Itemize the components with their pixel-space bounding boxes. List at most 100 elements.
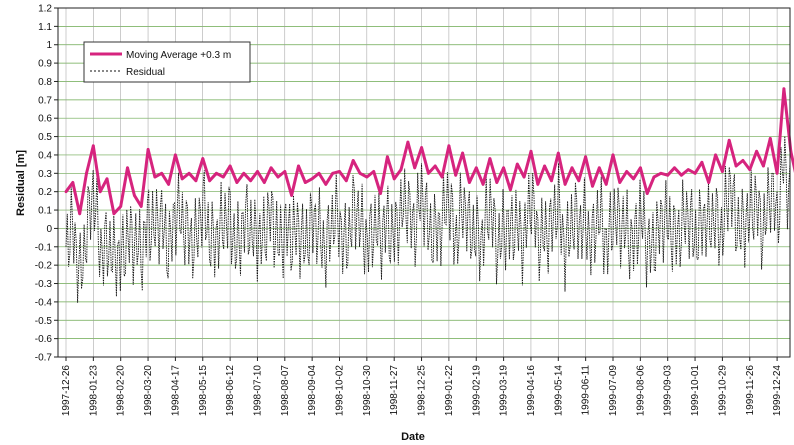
x-tick-label: 1999-09-03 xyxy=(663,365,674,417)
moving-average-point xyxy=(221,175,225,179)
moving-average-point xyxy=(570,166,574,170)
x-tick-label: 1999-04-16 xyxy=(526,365,537,417)
moving-average-point xyxy=(98,190,102,194)
y-tick-label: 1.1 xyxy=(38,22,52,33)
moving-average-point xyxy=(652,175,656,179)
moving-average-point xyxy=(693,171,697,175)
moving-average-point xyxy=(303,181,307,184)
y-tick-label: -0.5 xyxy=(35,316,53,327)
moving-average-point xyxy=(105,177,109,181)
y-axis-ticks: 1.2 1.1 1 0.9 0.8 0.7 0.6 0.5 0.4 0.3 0.2 0.1 0 -0.1 -… xyxy=(35,4,58,364)
x-axis-title: Date xyxy=(401,431,425,443)
moving-average-point xyxy=(324,182,328,186)
x-tick-label: 1998-05-15 xyxy=(198,365,209,417)
moving-average-point xyxy=(666,173,670,177)
moving-average-point xyxy=(748,168,752,172)
moving-average-point xyxy=(338,170,341,173)
moving-average-point xyxy=(755,149,758,153)
moving-average-point xyxy=(194,179,198,183)
moving-average-point xyxy=(413,166,417,170)
moving-average-point xyxy=(488,157,492,161)
x-tick-label: 1998-08-07 xyxy=(280,365,291,417)
y-tick-label: -0.4 xyxy=(35,297,53,308)
moving-average-point xyxy=(85,171,88,175)
moving-average-point xyxy=(762,164,765,168)
moving-average-point xyxy=(262,181,266,184)
moving-average-point xyxy=(618,181,622,184)
y-tick-label: 0.6 xyxy=(38,114,52,125)
x-tick-label: 1999-05-14 xyxy=(553,365,564,417)
moving-average-point xyxy=(515,162,519,166)
y-tick-label: 1 xyxy=(46,40,52,51)
legend-moving-average-label: Moving Average +0.3 m xyxy=(126,50,231,61)
moving-average-point xyxy=(297,164,300,168)
moving-average-point xyxy=(167,182,171,186)
moving-average-point xyxy=(577,179,581,183)
moving-average-point xyxy=(331,171,335,175)
legend-residual-label: Residual xyxy=(126,67,165,78)
moving-average-point xyxy=(276,175,280,179)
x-tick-label: 1998-07-10 xyxy=(252,365,263,417)
x-tick-label: 1998-11-27 xyxy=(389,365,400,416)
moving-average-point xyxy=(215,171,218,175)
moving-average-point xyxy=(502,166,505,170)
y-tick-label: 0 xyxy=(46,224,52,235)
y-tick-label: -0.1 xyxy=(35,242,53,253)
moving-average-point xyxy=(611,153,615,157)
x-tick-label: 1999-12-24 xyxy=(772,365,783,417)
moving-average-point xyxy=(139,205,143,208)
moving-average-point xyxy=(550,179,553,183)
moving-average-point xyxy=(591,184,594,188)
moving-average-point xyxy=(632,177,635,181)
moving-average-point xyxy=(174,153,177,157)
x-tick-label: 1997-12-26 xyxy=(61,365,72,417)
x-tick-label: 1999-10-29 xyxy=(717,365,728,417)
x-tick-label: 1999-08-06 xyxy=(635,365,646,417)
moving-average-point xyxy=(365,175,369,179)
moving-average-point xyxy=(269,166,273,170)
y-tick-label: 0.2 xyxy=(38,187,52,198)
y-tick-label: -0.3 xyxy=(35,279,53,290)
moving-average-point xyxy=(461,151,464,155)
x-tick-label: 1998-02-20 xyxy=(116,365,127,417)
moving-average-point xyxy=(420,146,423,150)
moving-average-point xyxy=(126,166,129,170)
moving-average-point xyxy=(372,170,376,173)
moving-average-point xyxy=(509,188,512,192)
moving-average-point xyxy=(112,212,116,216)
moving-average-point xyxy=(727,138,731,142)
legend-box xyxy=(83,41,251,83)
y-tick-label: 1.2 xyxy=(38,4,52,15)
moving-average-point xyxy=(529,149,533,153)
plot-border xyxy=(57,7,791,358)
moving-average-point xyxy=(71,181,75,184)
x-tick-label: 1999-02-19 xyxy=(471,365,482,417)
moving-average-series xyxy=(64,87,794,216)
y-tick-label: 0.4 xyxy=(38,150,52,161)
moving-average-point xyxy=(454,173,458,177)
moving-average-point xyxy=(741,159,745,162)
moving-average-point xyxy=(160,171,164,175)
y-tick-label: 0.7 xyxy=(38,95,52,106)
x-tick-label: 1999-07-09 xyxy=(608,365,619,417)
moving-average-point xyxy=(133,194,136,197)
moving-average-point xyxy=(242,171,246,175)
moving-average-point xyxy=(201,157,205,161)
moving-average-point xyxy=(290,194,293,197)
moving-average-point xyxy=(78,212,82,216)
moving-average-point xyxy=(249,179,253,183)
x-tick-label: 1998-12-25 xyxy=(417,365,428,417)
moving-average-point xyxy=(146,148,150,151)
x-tick-label: 1998-04-17 xyxy=(170,365,181,417)
moving-average-point xyxy=(543,164,546,168)
moving-average-point xyxy=(522,175,526,179)
moving-average-point xyxy=(180,177,184,181)
moving-average-point xyxy=(440,175,444,179)
x-tick-label: 1998-06-12 xyxy=(225,365,236,417)
x-tick-label: 1998-10-02 xyxy=(335,365,346,417)
moving-average-point xyxy=(680,173,683,177)
moving-average-point xyxy=(358,171,362,175)
y-tick-label: 0.8 xyxy=(38,77,52,88)
moving-average-point xyxy=(775,171,779,175)
y-tick-label: -0.2 xyxy=(35,261,53,272)
